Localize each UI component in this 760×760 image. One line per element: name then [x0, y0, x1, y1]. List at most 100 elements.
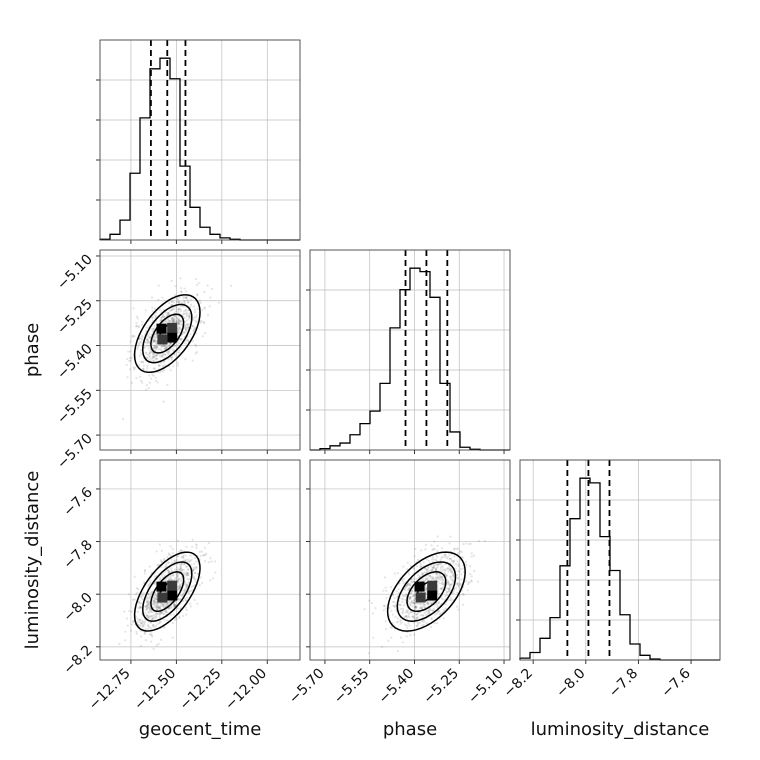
sample-point [140, 360, 143, 363]
sample-point [404, 598, 407, 602]
sample-point [413, 597, 416, 600]
sample-point [167, 350, 171, 354]
sample-point [428, 611, 431, 614]
sample-point [152, 647, 155, 650]
sample-point [452, 592, 455, 595]
sample-point [172, 320, 175, 323]
sample-point [157, 604, 160, 607]
sample-point [177, 322, 180, 325]
sample-point [173, 603, 176, 606]
sample-point [421, 572, 424, 575]
sample-point [188, 590, 191, 593]
sample-point [467, 542, 470, 546]
sample-point [450, 578, 453, 581]
sample-point [158, 364, 161, 367]
sample-point [171, 317, 174, 320]
sample-point [405, 593, 408, 596]
sample-point [155, 623, 158, 626]
sample-point [141, 622, 144, 625]
sample-point [431, 566, 434, 569]
sample-point [124, 630, 127, 633]
sample-point [436, 606, 439, 609]
y-tick-label-luminosity-distance-1: −8.0 [60, 590, 95, 625]
sample-point [421, 577, 425, 580]
sample-point [413, 633, 416, 636]
sample-point [152, 599, 155, 602]
sample-point [409, 601, 412, 604]
sample-point [163, 348, 166, 351]
sample-point [436, 544, 439, 547]
sample-point [448, 565, 451, 569]
sample-point [155, 345, 158, 348]
sample-point [404, 623, 407, 626]
sample-point [419, 614, 422, 617]
sample-point [408, 597, 411, 600]
sample-point [153, 601, 156, 604]
sample-point [165, 320, 168, 323]
sample-point [176, 555, 179, 558]
sample-point [163, 566, 166, 569]
sample-point [453, 555, 456, 558]
y-tick-label-luminosity-distance-2: −7.8 [60, 537, 95, 572]
sample-point [156, 608, 159, 611]
histogram-geocent-time [99, 57, 300, 241]
sample-point [154, 600, 157, 604]
sample-point [421, 603, 424, 606]
sample-point [125, 617, 129, 620]
sample-point [413, 603, 416, 606]
sample-point [415, 606, 418, 609]
sample-point [162, 604, 165, 608]
sample-point [137, 607, 140, 610]
sample-point [194, 345, 197, 348]
sample-point [188, 578, 191, 581]
sample-point [416, 616, 419, 620]
sample-point [448, 585, 451, 589]
sample-point [382, 609, 385, 612]
sample-point [393, 601, 396, 604]
sample-point [145, 614, 148, 617]
sample-point [192, 329, 195, 332]
sample-point [201, 335, 204, 338]
sample-point [185, 573, 188, 576]
sample-point [157, 605, 160, 609]
sample-point [147, 583, 150, 586]
panel-geocent-time-hist [96, 39, 301, 244]
sample-point [423, 612, 426, 615]
sample-point [449, 597, 452, 600]
sample-point [133, 598, 136, 601]
sample-point [147, 606, 150, 609]
sample-point [151, 635, 154, 638]
sample-point [440, 569, 443, 573]
sample-point [432, 609, 435, 612]
sample-point [184, 559, 187, 562]
sample-point [462, 603, 465, 606]
sample-point [141, 620, 144, 623]
sample-point [141, 619, 144, 622]
sample-point [406, 610, 409, 613]
sample-point [186, 301, 189, 304]
sample-point [429, 574, 432, 578]
sample-point [411, 615, 414, 618]
sample-point [137, 588, 140, 591]
sample-point [415, 624, 418, 628]
sample-point [437, 563, 440, 566]
sample-point [148, 595, 151, 598]
sample-point [444, 603, 447, 606]
sample-point [145, 388, 148, 391]
sample-point [159, 348, 162, 351]
sample-point [171, 308, 174, 311]
sample-point [183, 287, 186, 290]
sample-point [436, 563, 439, 566]
sample-point [425, 571, 428, 574]
sample-point [151, 617, 155, 620]
sample-point [163, 344, 166, 347]
x-axis-label-luminosity-distance: luminosity_distance [531, 719, 710, 740]
sample-point [172, 318, 175, 321]
sample-point [168, 578, 171, 582]
sample-point [142, 624, 145, 627]
sample-point [182, 297, 185, 300]
sample-point [437, 595, 440, 598]
sample-point [409, 611, 412, 614]
sample-point [198, 584, 201, 587]
sample-point [384, 620, 387, 623]
